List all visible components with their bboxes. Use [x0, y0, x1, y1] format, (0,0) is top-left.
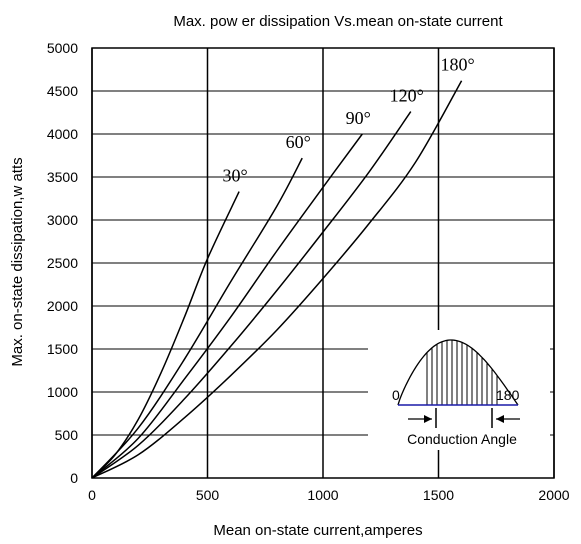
y-tick-label: 3000	[47, 212, 78, 228]
y-tick-label: 4500	[47, 83, 78, 99]
y-tick-label: 1500	[47, 341, 78, 357]
x-axis-label: Mean on-state current,amperes	[213, 522, 422, 539]
y-tick-labels: 0 500 1000 1500 2000 2500 3000 3500 4000 4500 5000	[47, 40, 78, 486]
series-label: 180°	[440, 55, 474, 75]
inset-hatching	[426, 340, 498, 405]
x-tick-label: 0	[88, 487, 96, 503]
y-axis-label: Max. on-state dissipation,w atts	[9, 157, 26, 366]
series-label: 60°	[286, 132, 311, 152]
x-tick-label: 1000	[307, 487, 338, 503]
y-tick-label: 4000	[47, 126, 78, 142]
y-tick-label: 500	[55, 427, 79, 443]
inset-left-arrow-head	[424, 415, 432, 423]
series-line	[91, 111, 412, 479]
inset-label-start: 0	[392, 387, 400, 403]
series-layer	[91, 80, 463, 479]
series-line	[91, 80, 463, 479]
conduction-angle-inset: 0 180 Conduction Angle	[368, 330, 550, 450]
chart-title: Max. pow er dissipation Vs.mean on-state…	[173, 13, 503, 30]
x-tick-label: 2000	[538, 487, 569, 503]
inset-background	[368, 330, 550, 450]
series-label: 90°	[346, 108, 371, 128]
y-tick-label: 0	[70, 470, 78, 486]
y-tick-label: 2000	[47, 298, 78, 314]
inset-right-arrow-head	[496, 415, 504, 423]
y-tick-label: 5000	[47, 40, 78, 56]
inset-sine-half-wave	[397, 339, 519, 406]
series-line	[91, 133, 363, 479]
y-tick-label: 2500	[47, 255, 78, 271]
inset-label-end: 180	[496, 387, 520, 403]
series-label: 120°	[390, 86, 424, 106]
x-tick-label: 1500	[423, 487, 454, 503]
series-line	[91, 157, 303, 479]
x-tick-label: 500	[196, 487, 220, 503]
series-label: 30°	[223, 166, 248, 186]
x-tick-labels: 0 500 1000 1500 2000	[88, 487, 570, 503]
series-labels: 30° 60° 90° 120° 180°	[223, 55, 475, 186]
inset-caption: Conduction Angle	[407, 431, 517, 447]
y-tick-label: 1000	[47, 384, 78, 400]
y-tick-label: 3500	[47, 169, 78, 185]
plot-frame	[91, 47, 555, 479]
